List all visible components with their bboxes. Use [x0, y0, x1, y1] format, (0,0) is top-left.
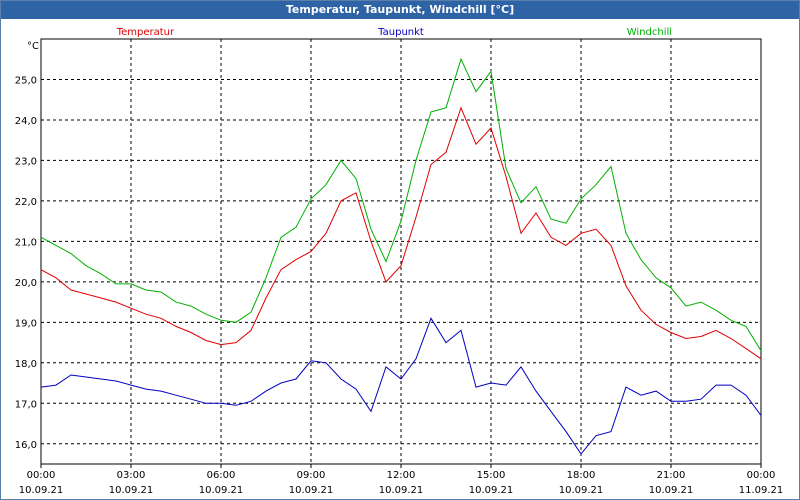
x-tick-time: 00:00: [27, 470, 56, 481]
legend-entry: Temperatur: [116, 27, 175, 38]
y-tick-label: 23,0: [15, 156, 37, 167]
x-tick-time: 00:00: [747, 470, 776, 481]
y-tick-label: 16,0: [15, 440, 37, 451]
y-tick-label: 24,0: [15, 116, 37, 127]
x-tick-date: 10.09.21: [199, 485, 244, 496]
x-tick-time: 18:00: [567, 470, 596, 481]
chart-title: Temperatur, Taupunkt, Windchill [°C]: [1, 1, 799, 19]
x-tick-time: 03:00: [117, 470, 146, 481]
y-tick-label: 21,0: [15, 237, 37, 248]
x-tick-date: 10.09.21: [649, 485, 694, 496]
plot-area: [40, 38, 762, 465]
y-tick-label: 22,0: [15, 197, 37, 208]
y-tick-labels: 16,0 17,0 18,0 19,0 20,0 21,0 22,0 23,0 24,0 25,0: [15, 75, 37, 450]
x-tick-labels: 00:00 10.09.21 03:00 10.09.21 06:00 10.09.21 0…: [19, 470, 784, 496]
legend-entry: Taupunkt: [377, 27, 424, 38]
x-tick-date: 10.09.21: [379, 485, 424, 496]
y-tick-label: 20,0: [15, 278, 37, 289]
y-tick-label: 19,0: [15, 318, 37, 329]
series-lines: [40, 57, 762, 455]
x-tick-time: 06:00: [207, 470, 236, 481]
series-line: [40, 106, 762, 360]
series-line: [40, 317, 762, 455]
x-tick-date: 10.09.21: [19, 485, 64, 496]
y-tick-label: 18,0: [15, 359, 37, 370]
y-tick-label: 17,0: [15, 399, 37, 410]
legend-entry: Windchill: [627, 27, 672, 38]
x-tick-time: 21:00: [657, 470, 686, 481]
y-tick-label: 25,0: [15, 75, 37, 86]
x-tick-time: 15:00: [477, 470, 506, 481]
x-tick-date: 11.09.21: [739, 485, 784, 496]
series-line: [40, 57, 762, 351]
x-tick-time: 09:00: [297, 470, 326, 481]
x-tick-date: 10.09.21: [289, 485, 334, 496]
x-tick-date: 10.09.21: [469, 485, 514, 496]
x-tick-time: 12:00: [387, 470, 416, 481]
grid-lines: [40, 39, 762, 468]
x-tick-date: 10.09.21: [109, 485, 154, 496]
x-tick-date: 10.09.21: [559, 485, 604, 496]
legend: Temperatur Taupunkt Windchill: [116, 27, 672, 38]
y-axis-label: °C: [27, 41, 39, 52]
